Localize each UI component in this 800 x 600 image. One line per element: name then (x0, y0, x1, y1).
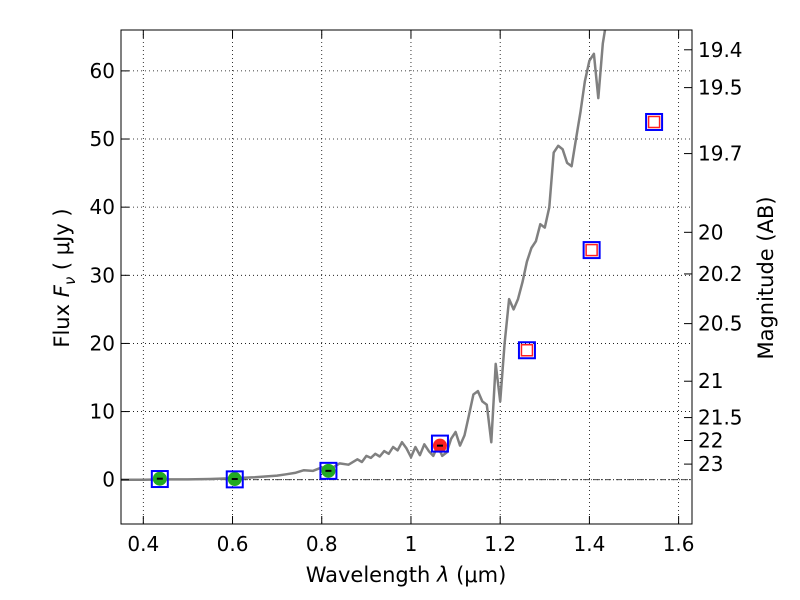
magnitude-tick-label: 22 (698, 429, 723, 453)
magnitude-tick-label: 23 (698, 452, 723, 476)
magnitude-tick-label: 19.7 (698, 142, 743, 166)
axis-ticks (121, 30, 680, 524)
y-axis-title: Flux Fν ( μJy ) (50, 208, 79, 347)
x-tick-label: 1.2 (484, 532, 516, 556)
spectrum-line (121, 30, 607, 481)
y-tick-label: 0 (102, 468, 115, 492)
upper-flux-box (520, 343, 534, 357)
model-flux-box (430, 434, 449, 453)
upper-flux-box (585, 243, 598, 257)
model-flux-box (582, 241, 601, 260)
magnitude-tick-label: 21 (698, 369, 723, 393)
upper-flux-box (647, 115, 661, 129)
y-tick-labels: 0 10 20 30 40 50 60 (90, 59, 115, 492)
magnitude-tick-label: 20 (698, 220, 723, 244)
x-tick-labels: 0.4 0.6 0.8 1 1.2 1.4 1.6 (127, 532, 694, 556)
x-tick-label: 0.8 (306, 532, 338, 556)
x-tick-label: 0.6 (217, 532, 249, 556)
y-tick-label: 40 (90, 195, 115, 219)
y-tick-label: 50 (90, 127, 115, 151)
y-tick-label: 60 (90, 59, 115, 83)
magnitude-axis-title: Magnitude (AB) (754, 196, 778, 359)
magnitude-tick-label: 20.2 (698, 262, 743, 286)
model-flux-box (225, 470, 244, 489)
y-tick-label: 30 (90, 263, 115, 287)
y-tick-label: 20 (90, 331, 115, 355)
magnitude-tick-label: 19.5 (698, 76, 743, 100)
model-flux-box (645, 112, 664, 131)
x-tick-label: 0.4 (127, 532, 159, 556)
model-flux-box (517, 341, 536, 360)
model-flux-box (319, 461, 338, 480)
magnitude-tick-label: 19.4 (698, 38, 743, 62)
x-tick-label: 1.6 (663, 532, 695, 556)
model-flux-box (150, 470, 169, 489)
photometry-points (150, 112, 664, 489)
x-tick-label: 1 (405, 532, 418, 556)
y-tick-label: 10 (90, 400, 115, 424)
magnitude-tick-label: 21.5 (698, 406, 743, 430)
plot-frame (120, 29, 693, 525)
model-spectrum (121, 30, 607, 481)
magnitude-tick-label: 20.5 (698, 312, 743, 336)
x-axis-title: Wavelength λ (μm) (306, 563, 507, 587)
x-tick-label: 1.4 (573, 532, 605, 556)
